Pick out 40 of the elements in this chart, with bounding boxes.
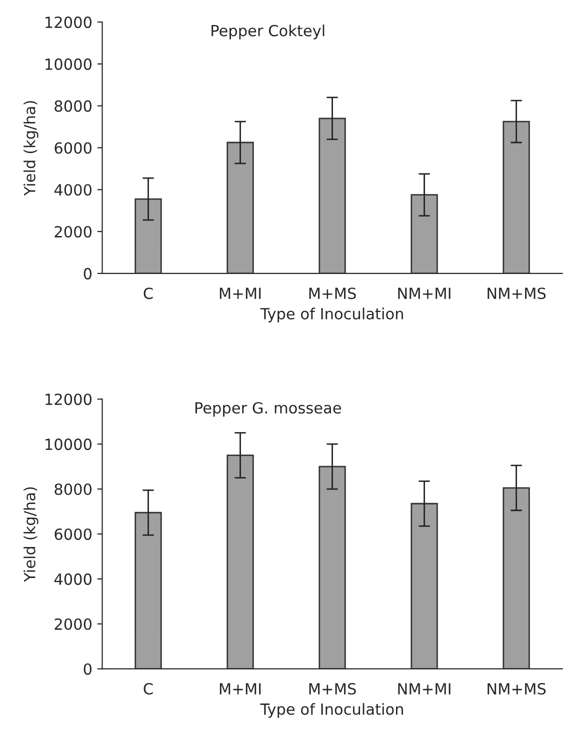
y-tick-label: 6000 [54, 142, 92, 154]
y-tick-label: 8000 [54, 100, 92, 112]
y-tick-label: 12000 [46, 16, 92, 28]
bar [226, 454, 254, 669]
y-tick-label: 0 [84, 268, 92, 280]
bar [502, 487, 530, 669]
chart-title: Pepper G. mosseae [195, 402, 341, 417]
x-axis-title: Type of Inoculation [260, 308, 403, 322]
bar [134, 198, 162, 274]
x-tick-label: M+MI [220, 288, 261, 299]
y-tick-label: 10000 [46, 58, 92, 70]
x-axis-title: Type of Inoculation [260, 703, 403, 718]
x-tick-label: M+MI [220, 683, 261, 694]
x-tick-label: M+MS [309, 683, 356, 695]
y-tick-label: 2000 [54, 226, 92, 238]
x-tick-label: NM+MS [488, 683, 546, 695]
y-tick-label: 12000 [46, 394, 92, 406]
y-tick-label: 2000 [54, 618, 92, 630]
x-tick-label: NM+MS [488, 288, 546, 300]
x-tick-label: C [144, 683, 153, 695]
bar [226, 142, 254, 274]
bar [410, 194, 438, 274]
x-tick-label: C [144, 288, 153, 300]
x-tick-label: NM+MI [398, 683, 450, 694]
bar [318, 466, 346, 669]
bar [410, 502, 438, 669]
bar [502, 120, 530, 274]
chart-title: Pepper Cokteyl [212, 24, 324, 40]
y-tick-label: 4000 [54, 573, 92, 585]
y-tick-label: 10000 [46, 438, 92, 450]
y-tick-label: 0 [84, 663, 92, 675]
y-tick-label: 8000 [54, 483, 92, 496]
y-tick-label: 4000 [54, 184, 92, 196]
y-axis-title: Yield (kg/ha) [24, 101, 38, 196]
y-axis-title: Yield (kg/ha) [24, 487, 38, 582]
bar [318, 118, 346, 274]
x-tick-label: NM+MI [398, 288, 450, 299]
x-tick-label: M+MS [309, 288, 356, 300]
y-tick-label: 6000 [54, 528, 92, 540]
bar [134, 512, 162, 669]
